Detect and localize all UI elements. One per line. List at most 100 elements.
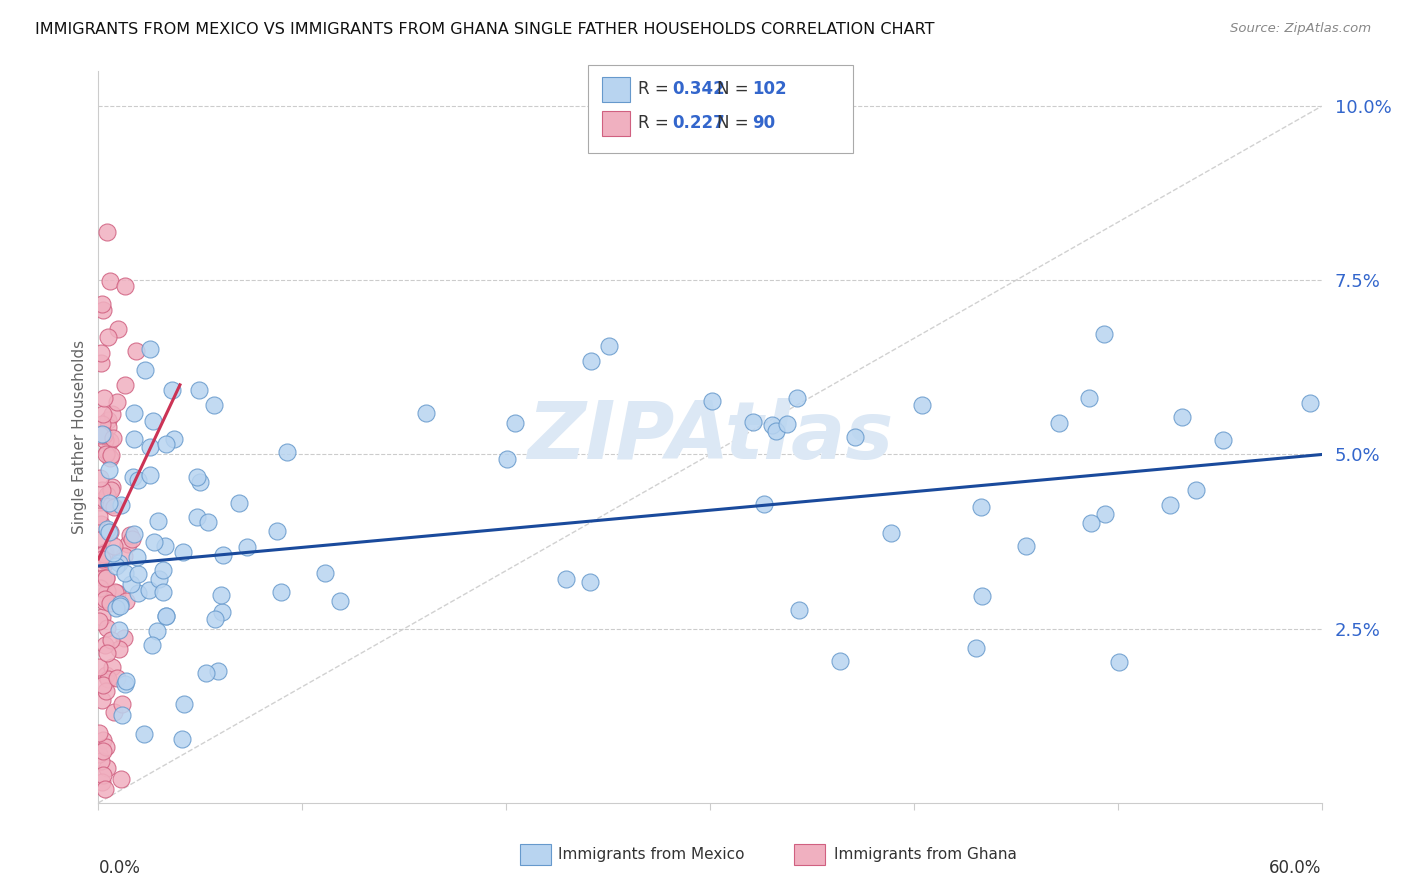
Point: [98, 274, 121, 288]
Point: [155, 608, 177, 623]
Point: [700, 394, 723, 409]
Point: [93, 392, 115, 406]
Point: [970, 500, 993, 515]
Point: [1092, 326, 1115, 341]
Point: [100, 632, 122, 647]
Point: [120, 577, 142, 591]
Point: [186, 510, 208, 524]
Point: [146, 624, 169, 638]
Point: [142, 414, 165, 428]
Point: [96, 646, 118, 660]
Point: [89, 726, 111, 740]
Point: [276, 445, 298, 459]
Point: [93, 558, 115, 572]
Point: [105, 671, 128, 685]
Point: [100, 498, 122, 512]
Point: [90, 754, 112, 768]
Point: [96, 583, 118, 598]
Point: [114, 278, 136, 293]
Point: [94, 638, 117, 652]
Point: [100, 407, 122, 421]
Point: [752, 497, 775, 511]
Point: [96, 488, 118, 502]
Point: [89, 471, 111, 485]
Text: Immigrants from Mexico: Immigrants from Mexico: [558, 847, 745, 862]
Point: [579, 353, 602, 368]
Point: [127, 473, 149, 487]
Point: [122, 470, 145, 484]
Point: [111, 697, 134, 711]
Point: [103, 500, 125, 514]
Point: [155, 609, 177, 624]
Point: [188, 475, 211, 489]
Point: [91, 407, 114, 421]
Point: [90, 552, 112, 566]
Point: [101, 431, 124, 445]
Point: [1299, 396, 1322, 410]
Point: [160, 383, 183, 397]
Point: [1108, 655, 1130, 669]
Point: [91, 532, 114, 546]
Point: [105, 559, 128, 574]
Text: R =: R =: [638, 80, 675, 98]
Text: Immigrants from Ghana: Immigrants from Ghana: [834, 847, 1017, 862]
Point: [152, 563, 174, 577]
Point: [105, 395, 128, 409]
Point: [100, 660, 122, 674]
Text: N =: N =: [717, 80, 754, 98]
Point: [107, 322, 129, 336]
Point: [127, 566, 149, 581]
Point: [97, 329, 120, 343]
Point: [172, 731, 194, 746]
Point: [152, 585, 174, 599]
Point: [202, 398, 225, 412]
Point: [96, 522, 118, 536]
Point: [117, 537, 139, 551]
Point: [89, 494, 111, 508]
Point: [266, 524, 288, 538]
Point: [94, 571, 117, 585]
Point: [775, 417, 797, 432]
Point: [122, 432, 145, 446]
Point: [139, 468, 162, 483]
Point: [114, 631, 136, 645]
Point: [114, 676, 136, 690]
Point: [98, 451, 121, 466]
Point: [197, 515, 219, 529]
Point: [89, 659, 111, 673]
Point: [112, 549, 135, 563]
Point: [105, 601, 128, 615]
Point: [90, 346, 112, 360]
Point: [90, 356, 112, 370]
Point: [761, 418, 783, 433]
Point: [148, 572, 170, 586]
Point: [96, 445, 118, 459]
Point: [94, 740, 117, 755]
Point: [100, 449, 122, 463]
Point: [100, 483, 122, 497]
Text: R =: R =: [638, 114, 675, 132]
Point: [195, 666, 218, 681]
Point: [89, 581, 111, 595]
Point: [90, 417, 112, 431]
Point: [110, 597, 132, 611]
Point: [122, 527, 145, 541]
Point: [598, 339, 620, 353]
Point: [89, 509, 111, 524]
Point: [110, 772, 132, 786]
Text: 60.0%: 60.0%: [1270, 858, 1322, 877]
Point: [554, 572, 576, 586]
Point: [118, 528, 141, 542]
Point: [89, 747, 111, 761]
Point: [1094, 507, 1116, 521]
Point: [97, 413, 120, 427]
Point: [139, 342, 162, 356]
Point: [94, 668, 117, 682]
Point: [91, 678, 114, 692]
Point: [91, 302, 114, 317]
Point: [96, 225, 118, 239]
Point: [765, 425, 787, 439]
Point: [970, 589, 993, 603]
Point: [1212, 433, 1234, 447]
Point: [94, 545, 117, 559]
